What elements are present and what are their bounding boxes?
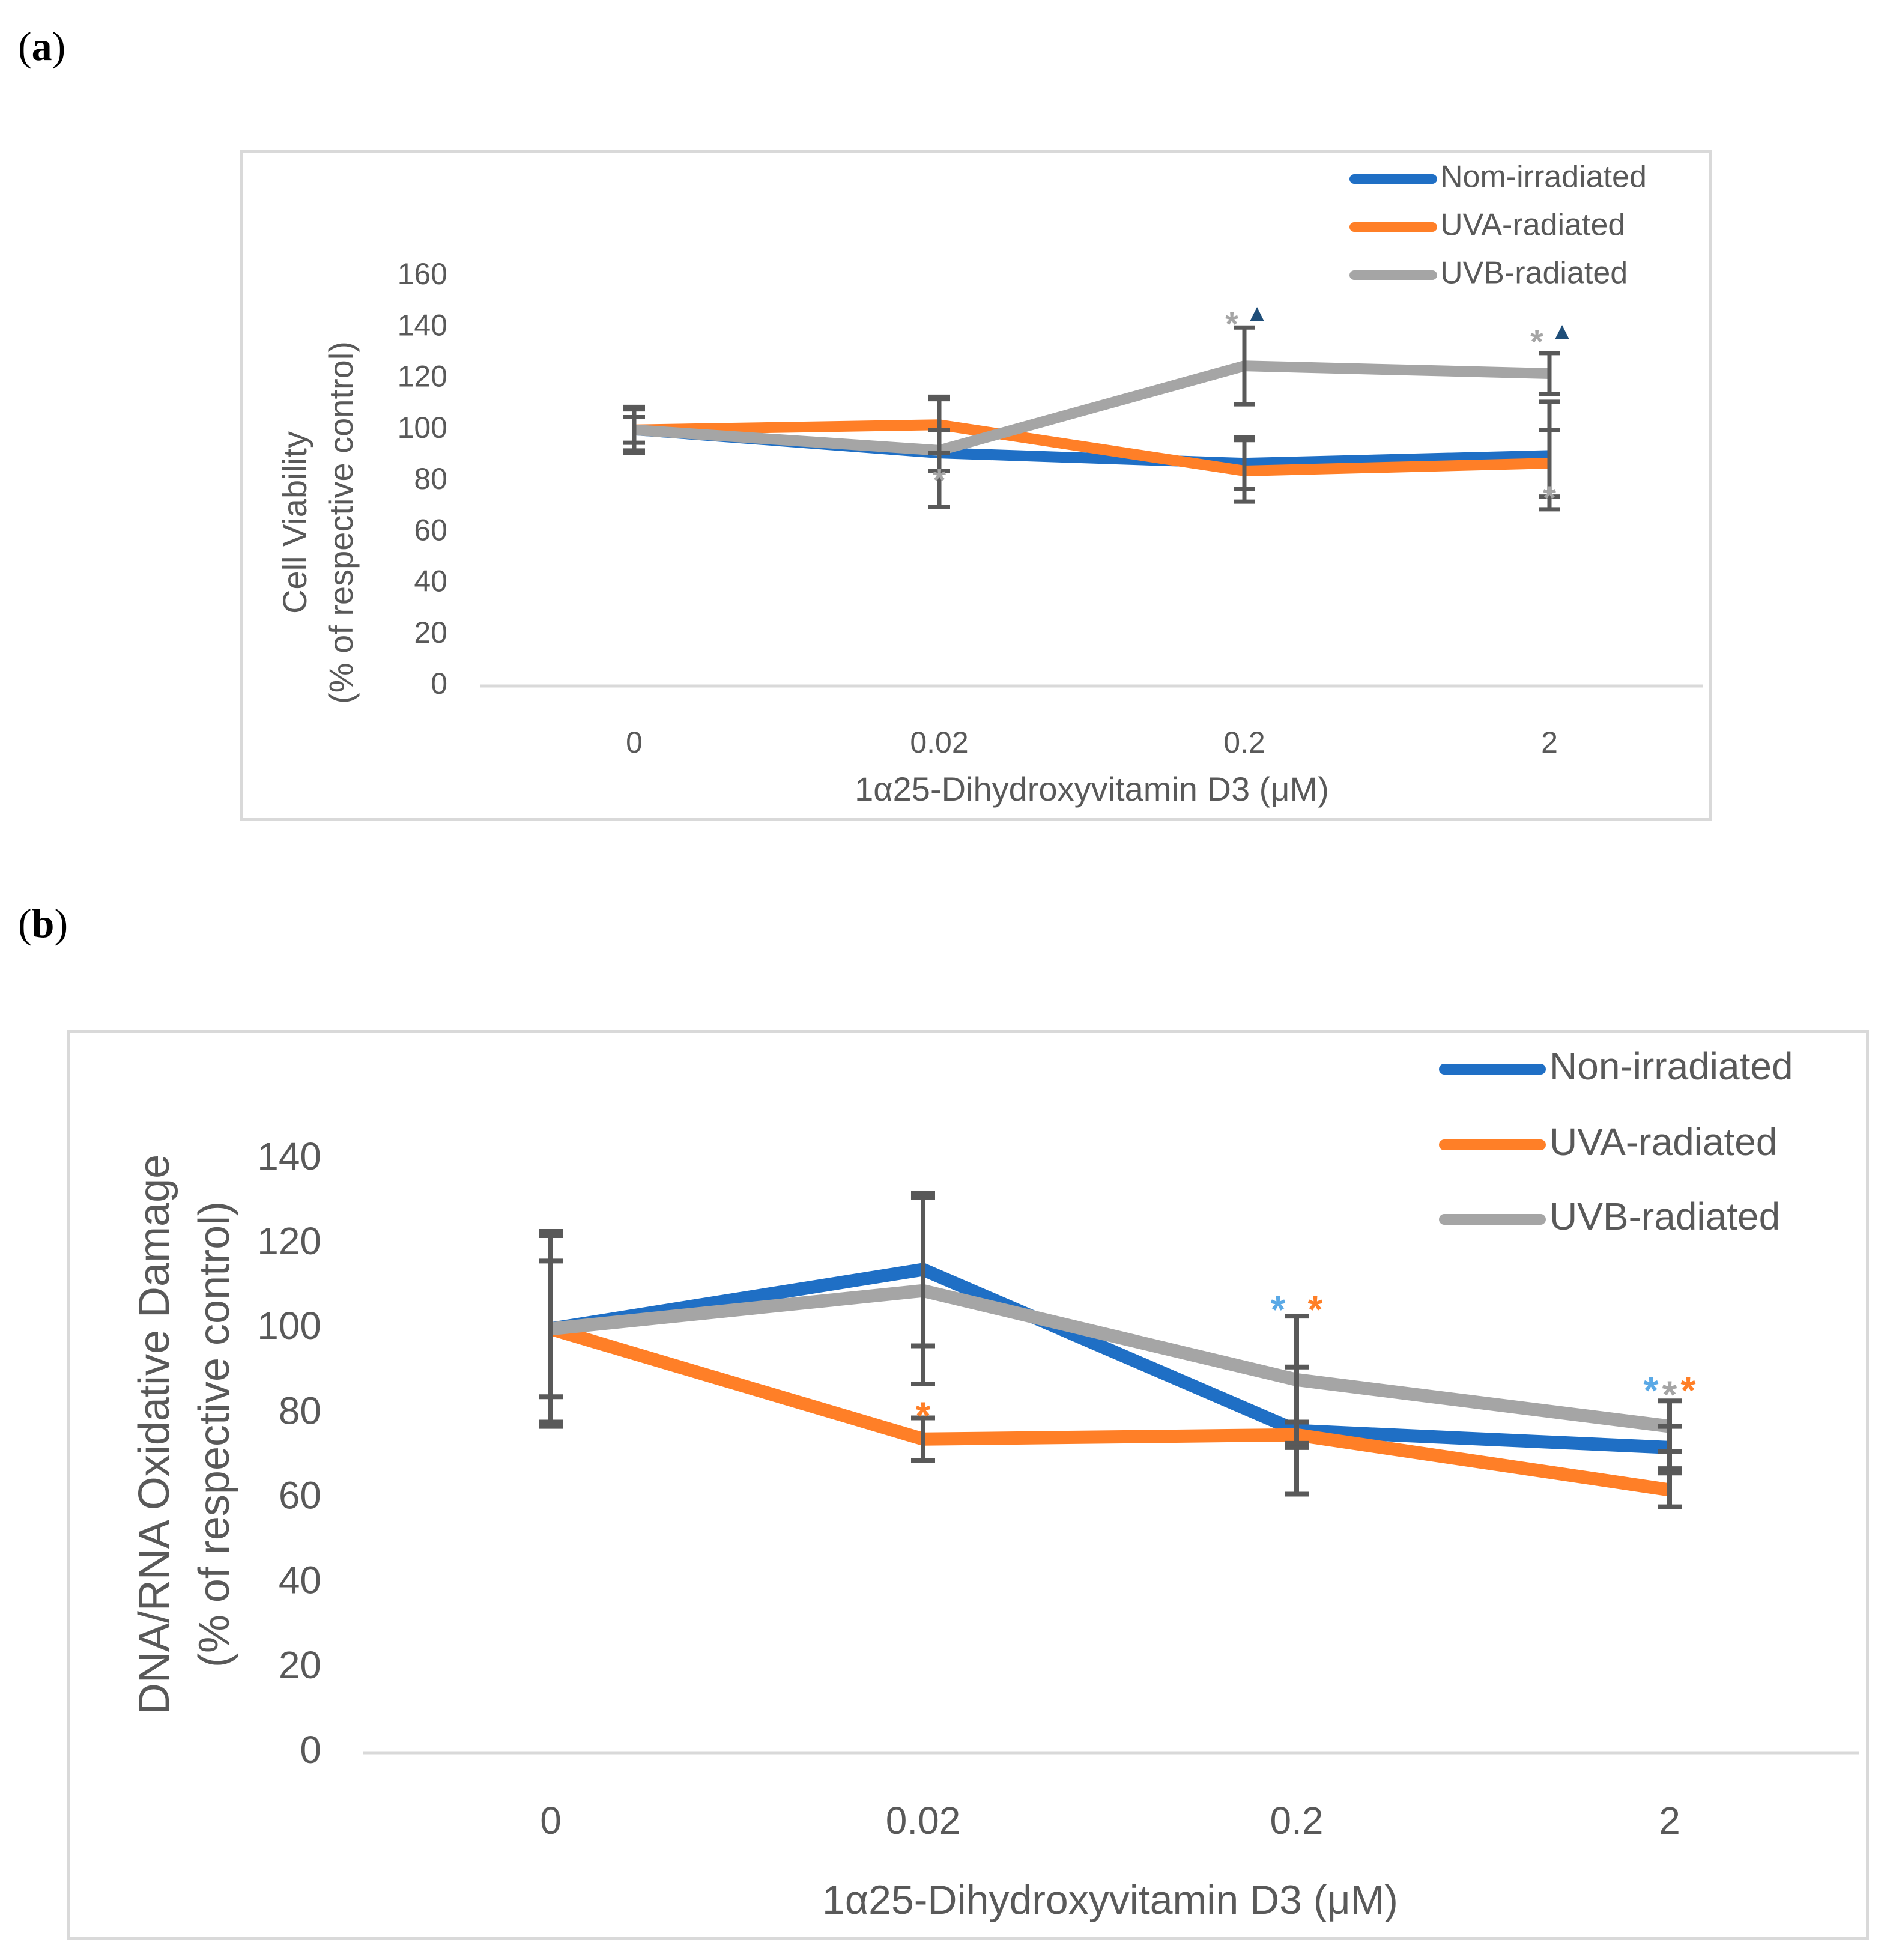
chart-b-significance-asterisk: *	[1662, 1373, 1677, 1416]
chart-a-y-axis-title-line: (% of respective control)	[322, 341, 360, 704]
chart-b-y-tick-label: 60	[279, 1473, 321, 1517]
chart-b-y-tick-label: 0	[300, 1728, 321, 1771]
chart-b-legend-label: UVA-radiated	[1549, 1120, 1777, 1164]
chart-b-series-line-uva-radiated	[548, 1322, 1671, 1497]
chart-a-significance-asterisk: *	[1225, 305, 1238, 342]
chart-a-significance-triangle: ▲	[1550, 318, 1574, 344]
chart-b-y-tick-label: 140	[257, 1135, 321, 1178]
chart-a-y-tick-label: 80	[414, 462, 447, 496]
chart-b-significance-asterisk: *	[1271, 1288, 1286, 1331]
chart-a-x-tick-label: 0	[626, 726, 643, 759]
chart-b-significance-asterisk: *	[1681, 1368, 1696, 1412]
chart-a-x-tick-label: 0.2	[1223, 726, 1265, 759]
chart-b-y-tick-label: 100	[257, 1304, 321, 1347]
chart-a-significance-asterisk: *	[1543, 479, 1556, 517]
chart-a-y-tick-label: 0	[431, 667, 447, 700]
chart-b-significance-asterisk: *	[1644, 1368, 1659, 1412]
chart-b-series-line-uvb-radiated	[550, 1284, 1671, 1433]
chart-b-y-tick-label: 20	[279, 1643, 321, 1687]
chart-b-series-line-non-irradiated	[550, 1263, 1670, 1454]
chart-a-x-axis-title: 1α25-Dihydroxyvitamin D3 (μM)	[855, 770, 1329, 808]
chart-b-x-tick-label: 2	[1659, 1799, 1680, 1842]
chart-a-legend-label: UVB-radiated	[1440, 256, 1628, 291]
chart-a-legend-label: UVA-radiated	[1440, 208, 1625, 243]
chart-b-y-axis-title-line: (% of respective control)	[190, 1201, 238, 1667]
panel-label-b: (b)	[18, 900, 68, 946]
chart-b-y-tick-label: 80	[279, 1389, 321, 1432]
chart-b-y-tick-label: 40	[279, 1559, 321, 1602]
chart-frame-b	[67, 1030, 1869, 1940]
chart-a-series-line-uvb-radiated	[634, 360, 1550, 456]
chart-b-significance-asterisk: *	[916, 1394, 931, 1437]
chart-a-x-tick-label: 0.02	[910, 726, 968, 759]
chart-frame-a	[240, 150, 1712, 821]
chart-b-legend-label: Non-irradiated	[1549, 1045, 1793, 1088]
chart-a-y-tick-label: 160	[398, 257, 447, 291]
panel-label-a: (a)	[18, 23, 66, 69]
chart-a-y-tick-label: 20	[414, 616, 447, 649]
chart-b-y-tick-label: 120	[257, 1219, 321, 1263]
chart-b-significance-asterisk: *	[1308, 1288, 1323, 1331]
chart-a-y-tick-label: 40	[414, 565, 447, 598]
chart-a-y-axis-title-line: Cell Viability	[276, 431, 313, 614]
chart-a-y-tick-label: 100	[398, 411, 447, 444]
chart-b-x-tick-label: 0.02	[886, 1799, 961, 1842]
chart-a-x-tick-label: 2	[1541, 726, 1558, 759]
chart-a-y-tick-label: 120	[398, 360, 447, 393]
chart-a-significance-asterisk: *	[933, 461, 946, 499]
chart-a-series-line-uva-radiated	[634, 419, 1550, 476]
chart-b-legend-label: UVB-radiated	[1549, 1195, 1780, 1238]
chart-b-x-tick-label: 0.2	[1270, 1799, 1324, 1842]
chart-b-x-axis-title: 1α25-Dihydroxyvitamin D3 (μM)	[822, 1877, 1398, 1923]
chart-a-y-tick-label: 140	[398, 308, 447, 342]
chart-b-x-tick-label: 0	[540, 1799, 562, 1842]
chart-b-y-axis-title-line: DNA/RNA Oxidative Damage	[130, 1154, 178, 1714]
chart-a-significance-asterisk: *	[1530, 323, 1543, 360]
chart-a-significance-triangle: ▲	[1245, 300, 1269, 327]
chart-a-y-tick-label: 60	[414, 513, 447, 547]
chart-a-legend-label: Nom-irradiated	[1440, 160, 1647, 195]
